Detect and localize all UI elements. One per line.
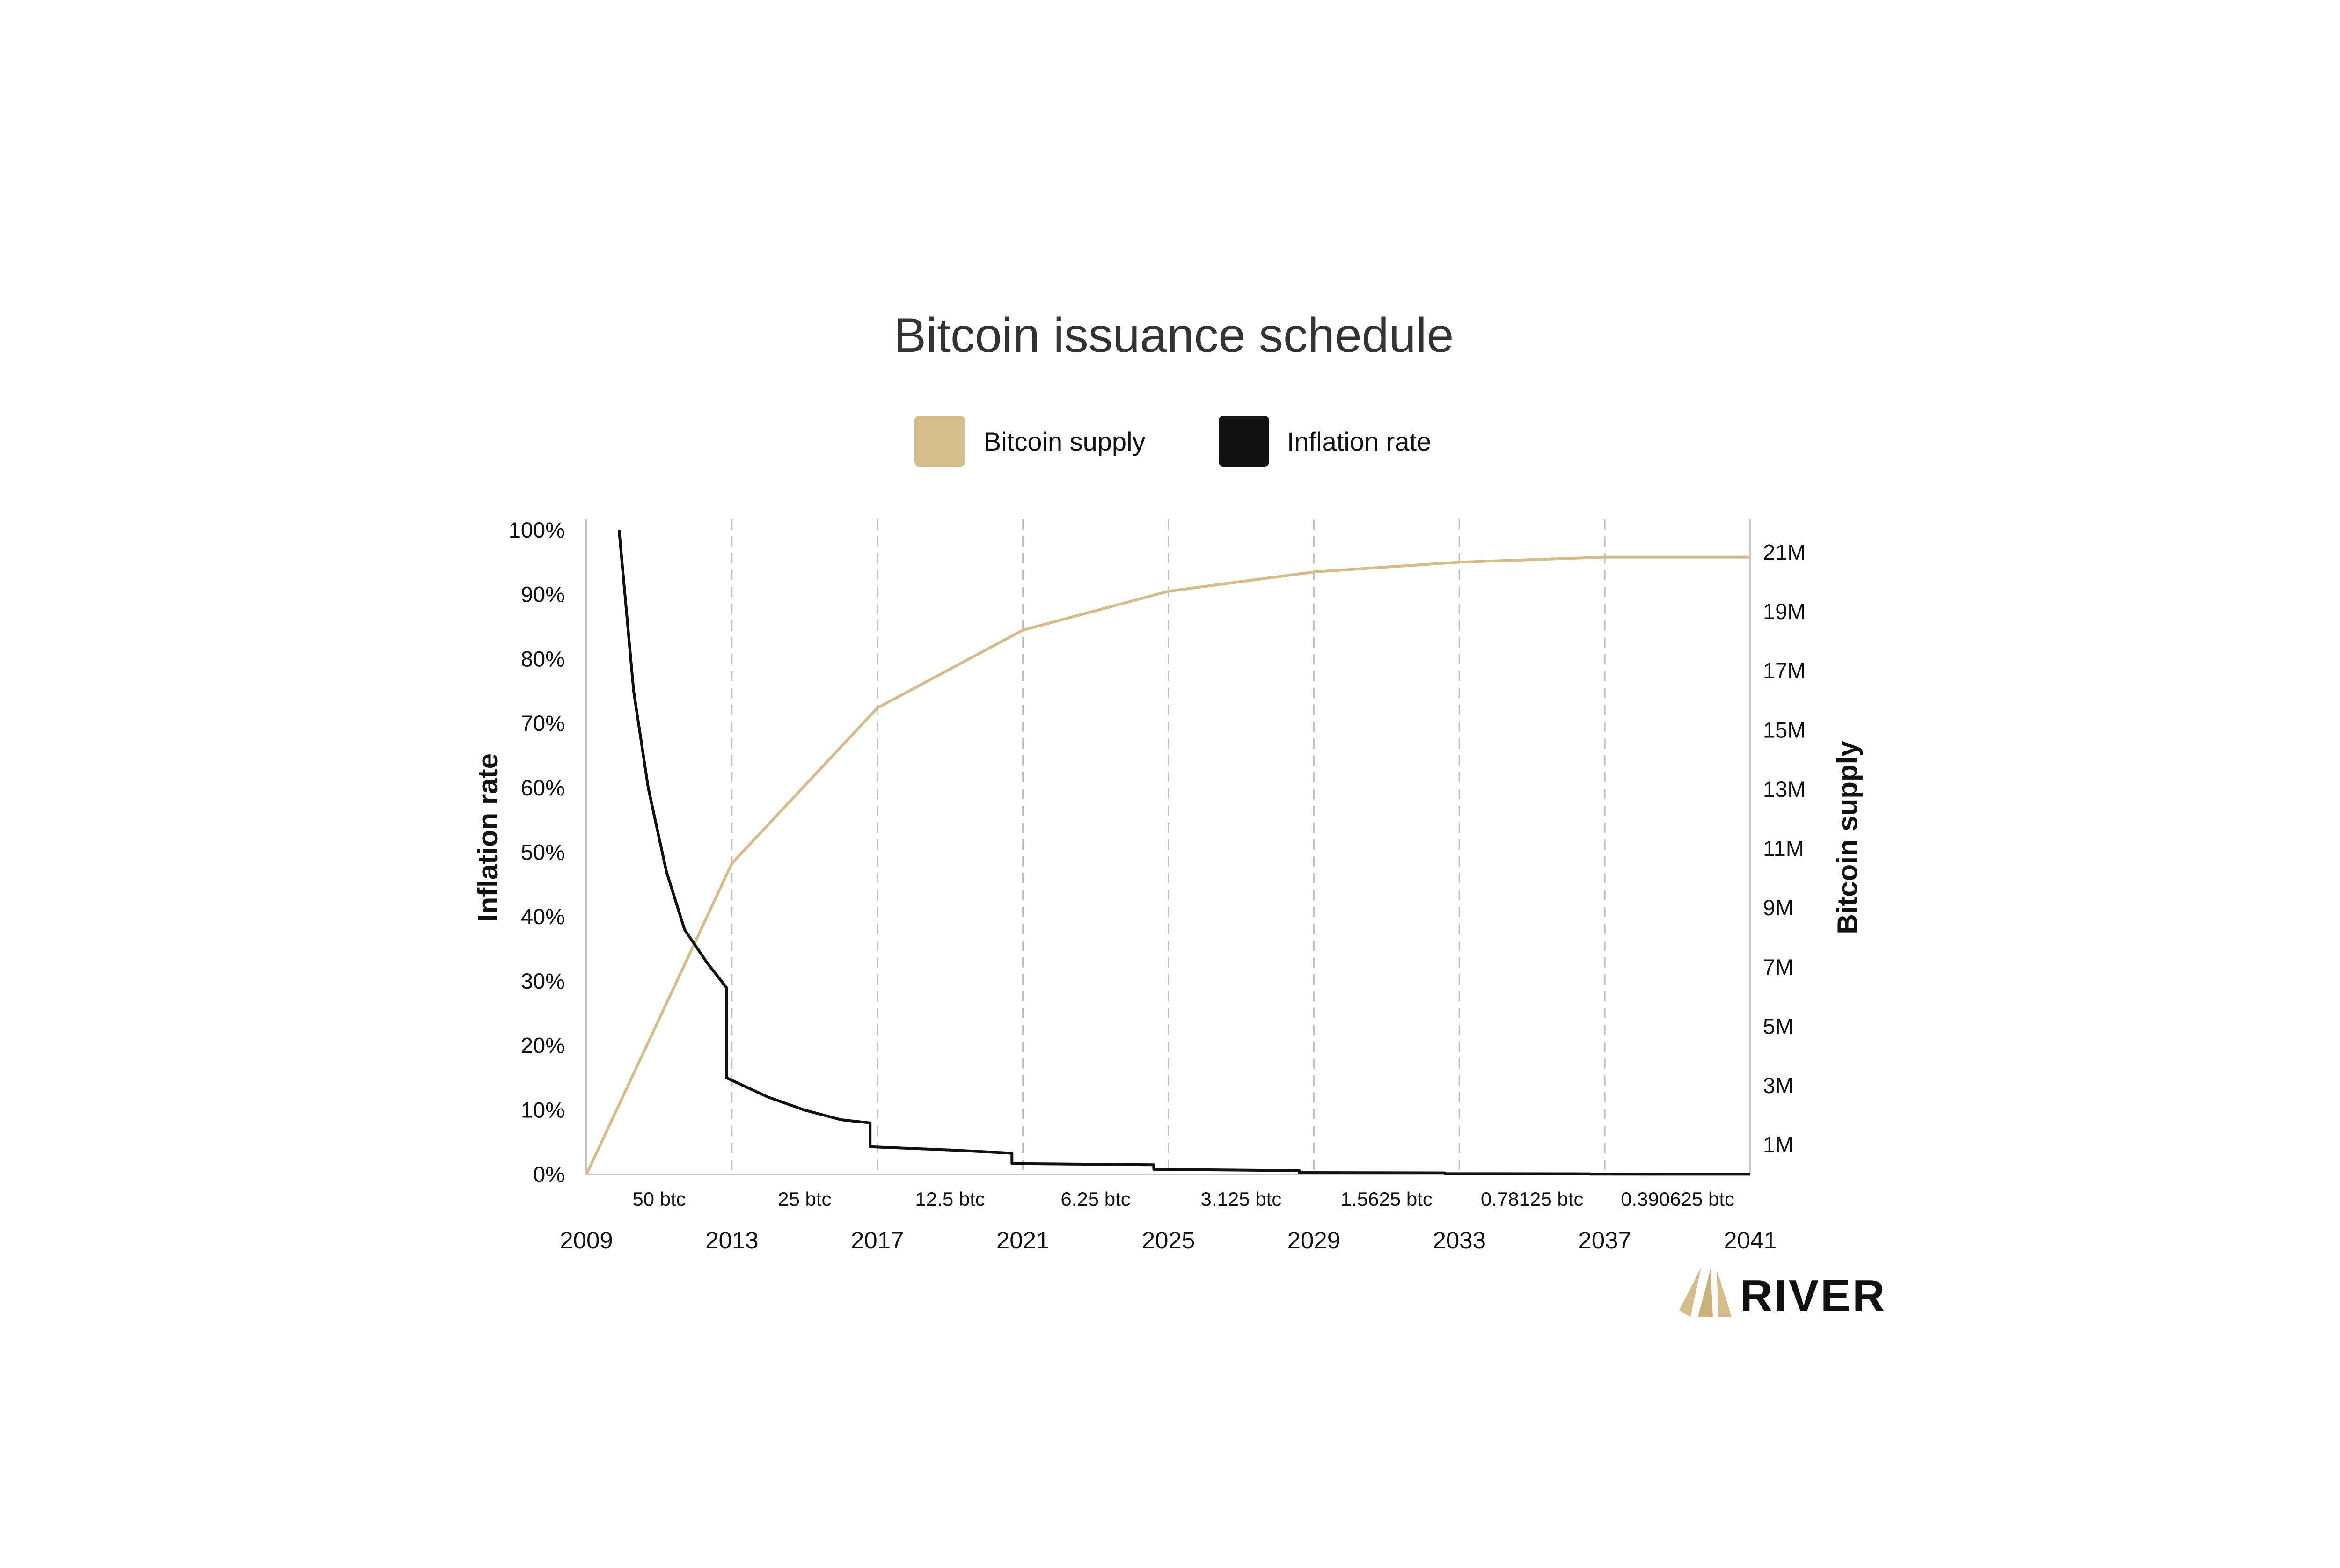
legend-label-inflation: Inflation rate [1287, 427, 1431, 456]
x-tick-label: 2009 [560, 1227, 613, 1254]
block-reward-label: 25 btc [778, 1188, 831, 1210]
legend-swatch-supply [914, 416, 965, 467]
legend: Bitcoin supply Inflation rate [914, 416, 1431, 467]
y-right-axis-title: Bitcoin supply [1832, 741, 1863, 934]
y-left-tick-label: 50% [521, 840, 565, 865]
series-line-inflation [617, 530, 1751, 1176]
y-left-tick-label: 0% [533, 1162, 565, 1187]
y-left-tick-label: 90% [521, 582, 565, 607]
y-right-tick-label: 21M [1763, 540, 1806, 564]
y-left-axis-title: Inflation rate [472, 753, 504, 922]
x-tick-label: 2033 [1433, 1227, 1486, 1254]
y-right-tick-label: 7M [1763, 955, 1793, 979]
y-left-tick-label: 10% [521, 1097, 565, 1122]
y-right-tick-label: 1M [1763, 1132, 1793, 1157]
y-left-tick-label: 80% [521, 646, 565, 671]
x-tick-label: 2021 [996, 1227, 1049, 1254]
x-tick-label: 2025 [1142, 1227, 1195, 1254]
block-reward-label: 6.25 btc [1060, 1188, 1130, 1210]
y-right-tick-label: 11M [1763, 836, 1804, 861]
legend-swatch-inflation [1219, 416, 1269, 467]
river-logo-mark [1679, 1267, 1701, 1317]
block-reward-label: 3.125 btc [1201, 1188, 1282, 1210]
y-left-tick-label: 100% [509, 518, 565, 542]
y-right-tick-label: 17M [1763, 658, 1806, 683]
y-right-tick-label: 3M [1763, 1073, 1793, 1098]
y-left-tick-label: 70% [521, 711, 565, 736]
y-right-tick-label: 19M [1763, 599, 1806, 624]
x-tick-label: 2017 [851, 1227, 904, 1254]
x-tick-label: 2037 [1578, 1227, 1631, 1254]
y-right-tick-label: 15M [1763, 717, 1806, 742]
y-left-tick-label: 30% [521, 969, 565, 993]
y-right-tick-label: 5M [1763, 1014, 1793, 1038]
block-reward-label: 0.78125 btc [1481, 1188, 1584, 1210]
y-left-tick-label: 40% [521, 904, 565, 929]
y-right-tick-label: 13M [1763, 777, 1806, 802]
river-logo-text: RIVER [1740, 1271, 1887, 1321]
x-tick-label: 2041 [1724, 1227, 1777, 1254]
block-reward-label: 12.5 btc [915, 1188, 985, 1210]
y-left-tick-label: 20% [521, 1033, 565, 1058]
x-tick-label: 2013 [705, 1227, 758, 1254]
legend-label-supply: Bitcoin supply [984, 427, 1146, 456]
river-logo: RIVER [1679, 1267, 1887, 1321]
x-tick-label: 2029 [1287, 1227, 1340, 1254]
block-reward-label: 0.390625 btc [1621, 1188, 1734, 1210]
block-reward-label: 50 btc [632, 1188, 686, 1210]
series-line-supply [585, 555, 1750, 1175]
y-right-tick-label: 9M [1763, 895, 1793, 920]
block-reward-label: 1.5625 btc [1341, 1188, 1433, 1210]
y-left-tick-label: 60% [521, 775, 565, 800]
chart-title: Bitcoin issuance schedule [894, 308, 1454, 363]
